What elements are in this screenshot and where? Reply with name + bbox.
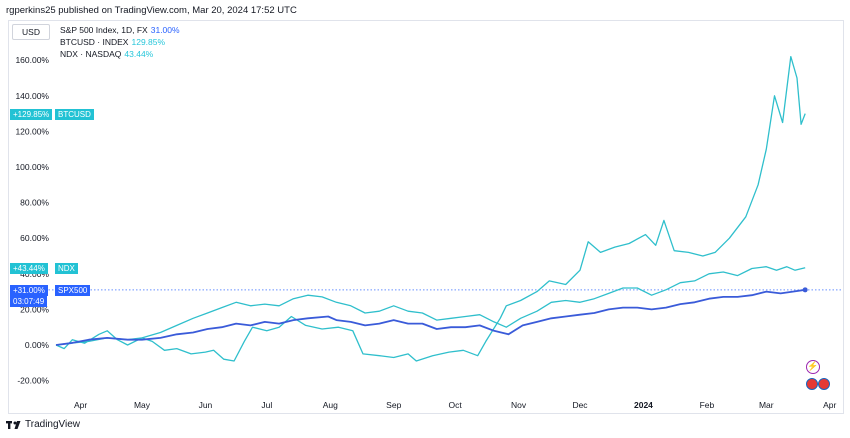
series-line[interactable] [55,266,806,346]
legend-label: NDX · NASDAQ [60,49,122,59]
tradingview-logo-icon [6,420,21,429]
lightning-icon[interactable]: ⚡ [806,360,820,374]
legend-label: BTCUSD · INDEX [60,37,129,47]
y-tick-label: -20.00% [17,376,49,386]
x-tick-label: Dec [572,400,588,410]
y-tick-label: 60.00% [20,233,49,243]
x-tick-label: Feb [700,400,715,410]
y-tick-label: 120.00% [15,126,49,136]
series-end-marker [802,287,808,293]
legend-item-btc[interactable]: BTCUSD · INDEX 129.85% [60,36,180,48]
legend-item-spx[interactable]: S&P 500 Index, 1D, FX 31.00% [60,24,180,36]
ndx-value-badge: +43.44% [10,263,48,274]
footer: TradingView [6,419,80,430]
x-tick-label: Apr [74,400,87,410]
spx-value-badge: +31.00% [10,285,48,296]
y-tick-label: 0.00% [25,340,50,350]
legend-value: 31.00% [150,25,180,35]
y-tick-label: 80.00% [20,198,49,208]
x-tick-label: 2024 [634,400,653,410]
spx-label-badge: SPX500 [55,285,91,296]
y-tick-label: 160.00% [15,55,49,65]
y-tick-label: 140.00% [15,91,49,101]
x-tick-label: May [134,400,151,410]
spx-countdown-badge: 03:07:49 [10,296,48,307]
footer-brand[interactable]: TradingView [25,419,81,430]
legend-item-ndx[interactable]: NDX · NASDAQ 43.44% [60,48,180,60]
series-line[interactable] [55,55,806,362]
publish-info: rgperkins25 published on TradingView.com… [6,5,297,16]
legend: S&P 500 Index, 1D, FX 31.00% BTCUSD · IND… [60,24,180,60]
legend-value: 129.85% [131,37,166,47]
chart-frame [8,20,844,414]
btc-label-badge: BTCUSD [55,109,94,120]
btc-value-badge: +129.85% [10,109,53,120]
x-tick-label: Nov [511,400,527,410]
series-line[interactable] [55,288,806,346]
x-tick-label: Jun [199,400,213,410]
legend-value: 43.44% [124,49,154,59]
x-tick-label: Sep [386,400,401,410]
currency-button[interactable]: USD [12,24,50,40]
legend-label: S&P 500 Index, 1D, FX [60,25,148,35]
x-tick-label: Mar [759,400,774,410]
x-tick-label: Apr [823,400,836,410]
x-tick-label: Jul [261,400,272,410]
y-tick-label: 20.00% [20,304,49,314]
x-tick-label: Aug [323,400,338,410]
ndx-label-badge: NDX [55,263,78,274]
y-tick-label: 100.00% [15,162,49,172]
us-flag-icon[interactable] [818,378,830,390]
x-tick-label: Oct [449,400,463,410]
us-flag-icon[interactable] [806,378,818,390]
